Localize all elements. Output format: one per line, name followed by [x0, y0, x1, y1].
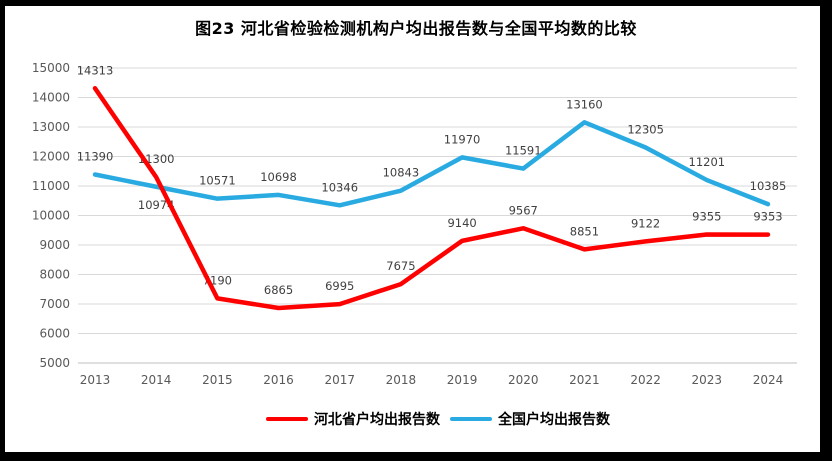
x-tick-label: 2013	[80, 373, 111, 387]
data-label: 9122	[631, 216, 660, 230]
data-label: 10571	[199, 174, 236, 188]
y-tick-label: 9000	[39, 238, 70, 252]
data-label: 10974	[138, 198, 175, 212]
data-label: 12305	[627, 123, 664, 137]
chart-title: 图23 河北省检验检测机构户均出报告数与全国平均数的比较	[195, 19, 637, 38]
data-label: 10698	[260, 170, 297, 184]
data-label: 9567	[509, 203, 538, 217]
data-label: 13160	[566, 97, 603, 111]
data-label: 9355	[692, 210, 721, 224]
data-label: 9140	[447, 216, 476, 230]
data-label: 10385	[750, 179, 787, 193]
y-tick-label: 13000	[32, 120, 70, 134]
data-label: 6865	[264, 283, 293, 297]
x-tick-label: 2021	[569, 373, 600, 387]
data-label: 10346	[321, 180, 358, 194]
data-label: 9353	[753, 210, 782, 224]
data-label: 11390	[77, 149, 114, 163]
x-tick-label: 2016	[263, 373, 294, 387]
chart-legend: 河北省户均出报告数 全国户均出报告数	[22, 409, 832, 429]
legend-item-hebei: 河北省户均出报告数	[266, 409, 440, 429]
series-line	[92, 86, 771, 311]
x-tick-label: 2019	[447, 373, 478, 387]
legend-item-national: 全国户均出报告数	[450, 409, 610, 429]
x-tick-label: 2015	[202, 373, 233, 387]
y-tick-label: 10000	[32, 209, 70, 223]
y-tick-label: 14000	[32, 91, 70, 105]
data-label: 11970	[444, 132, 481, 146]
x-tick-label: 2018	[386, 373, 417, 387]
x-tick-label: 2023	[692, 373, 723, 387]
legend-line-swatch-red	[266, 417, 308, 421]
chart-paper	[5, 6, 820, 452]
y-tick-label: 6000	[39, 327, 70, 341]
data-label: 6995	[325, 279, 354, 293]
legend-line-swatch-blue	[450, 417, 492, 421]
y-tick-label: 8000	[39, 268, 70, 282]
y-tick-label: 12000	[32, 150, 70, 164]
y-tick-label: 5000	[39, 356, 70, 370]
legend-label-national: 全国户均出报告数	[498, 412, 610, 428]
data-label: 11591	[505, 144, 542, 158]
x-tick-label: 2022	[630, 373, 661, 387]
data-label: 8851	[570, 224, 599, 238]
series-line	[92, 120, 771, 208]
data-label: 7675	[386, 259, 415, 273]
x-tick-label: 2017	[324, 373, 355, 387]
x-tick-label: 2014	[141, 373, 172, 387]
x-tick-label: 2024	[753, 373, 784, 387]
y-tick-label: 15000	[32, 61, 70, 75]
data-label: 10843	[383, 166, 420, 180]
x-tick-label: 2020	[508, 373, 539, 387]
data-label: 11201	[689, 155, 726, 169]
legend-label-hebei: 河北省户均出报告数	[314, 412, 440, 428]
y-tick-label: 7000	[39, 297, 70, 311]
y-tick-label: 11000	[32, 179, 70, 193]
data-label: 14313	[77, 63, 114, 77]
